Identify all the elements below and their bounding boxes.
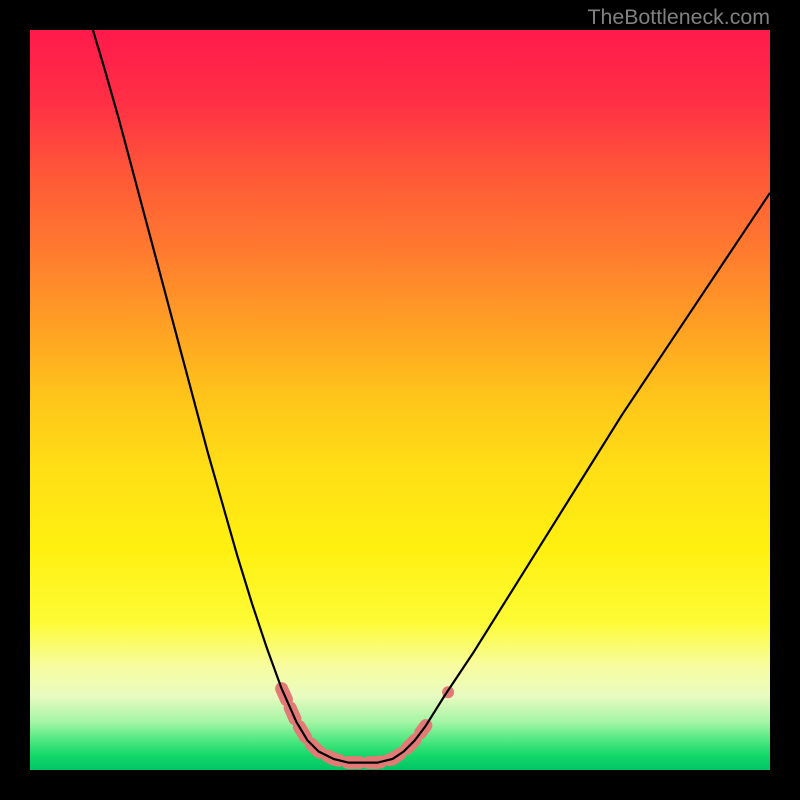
- watermark-text: TheBottleneck.com: [587, 5, 770, 30]
- bottleneck-curve-line: [93, 30, 770, 763]
- curves-layer: [30, 30, 770, 770]
- chart-area: [30, 30, 770, 770]
